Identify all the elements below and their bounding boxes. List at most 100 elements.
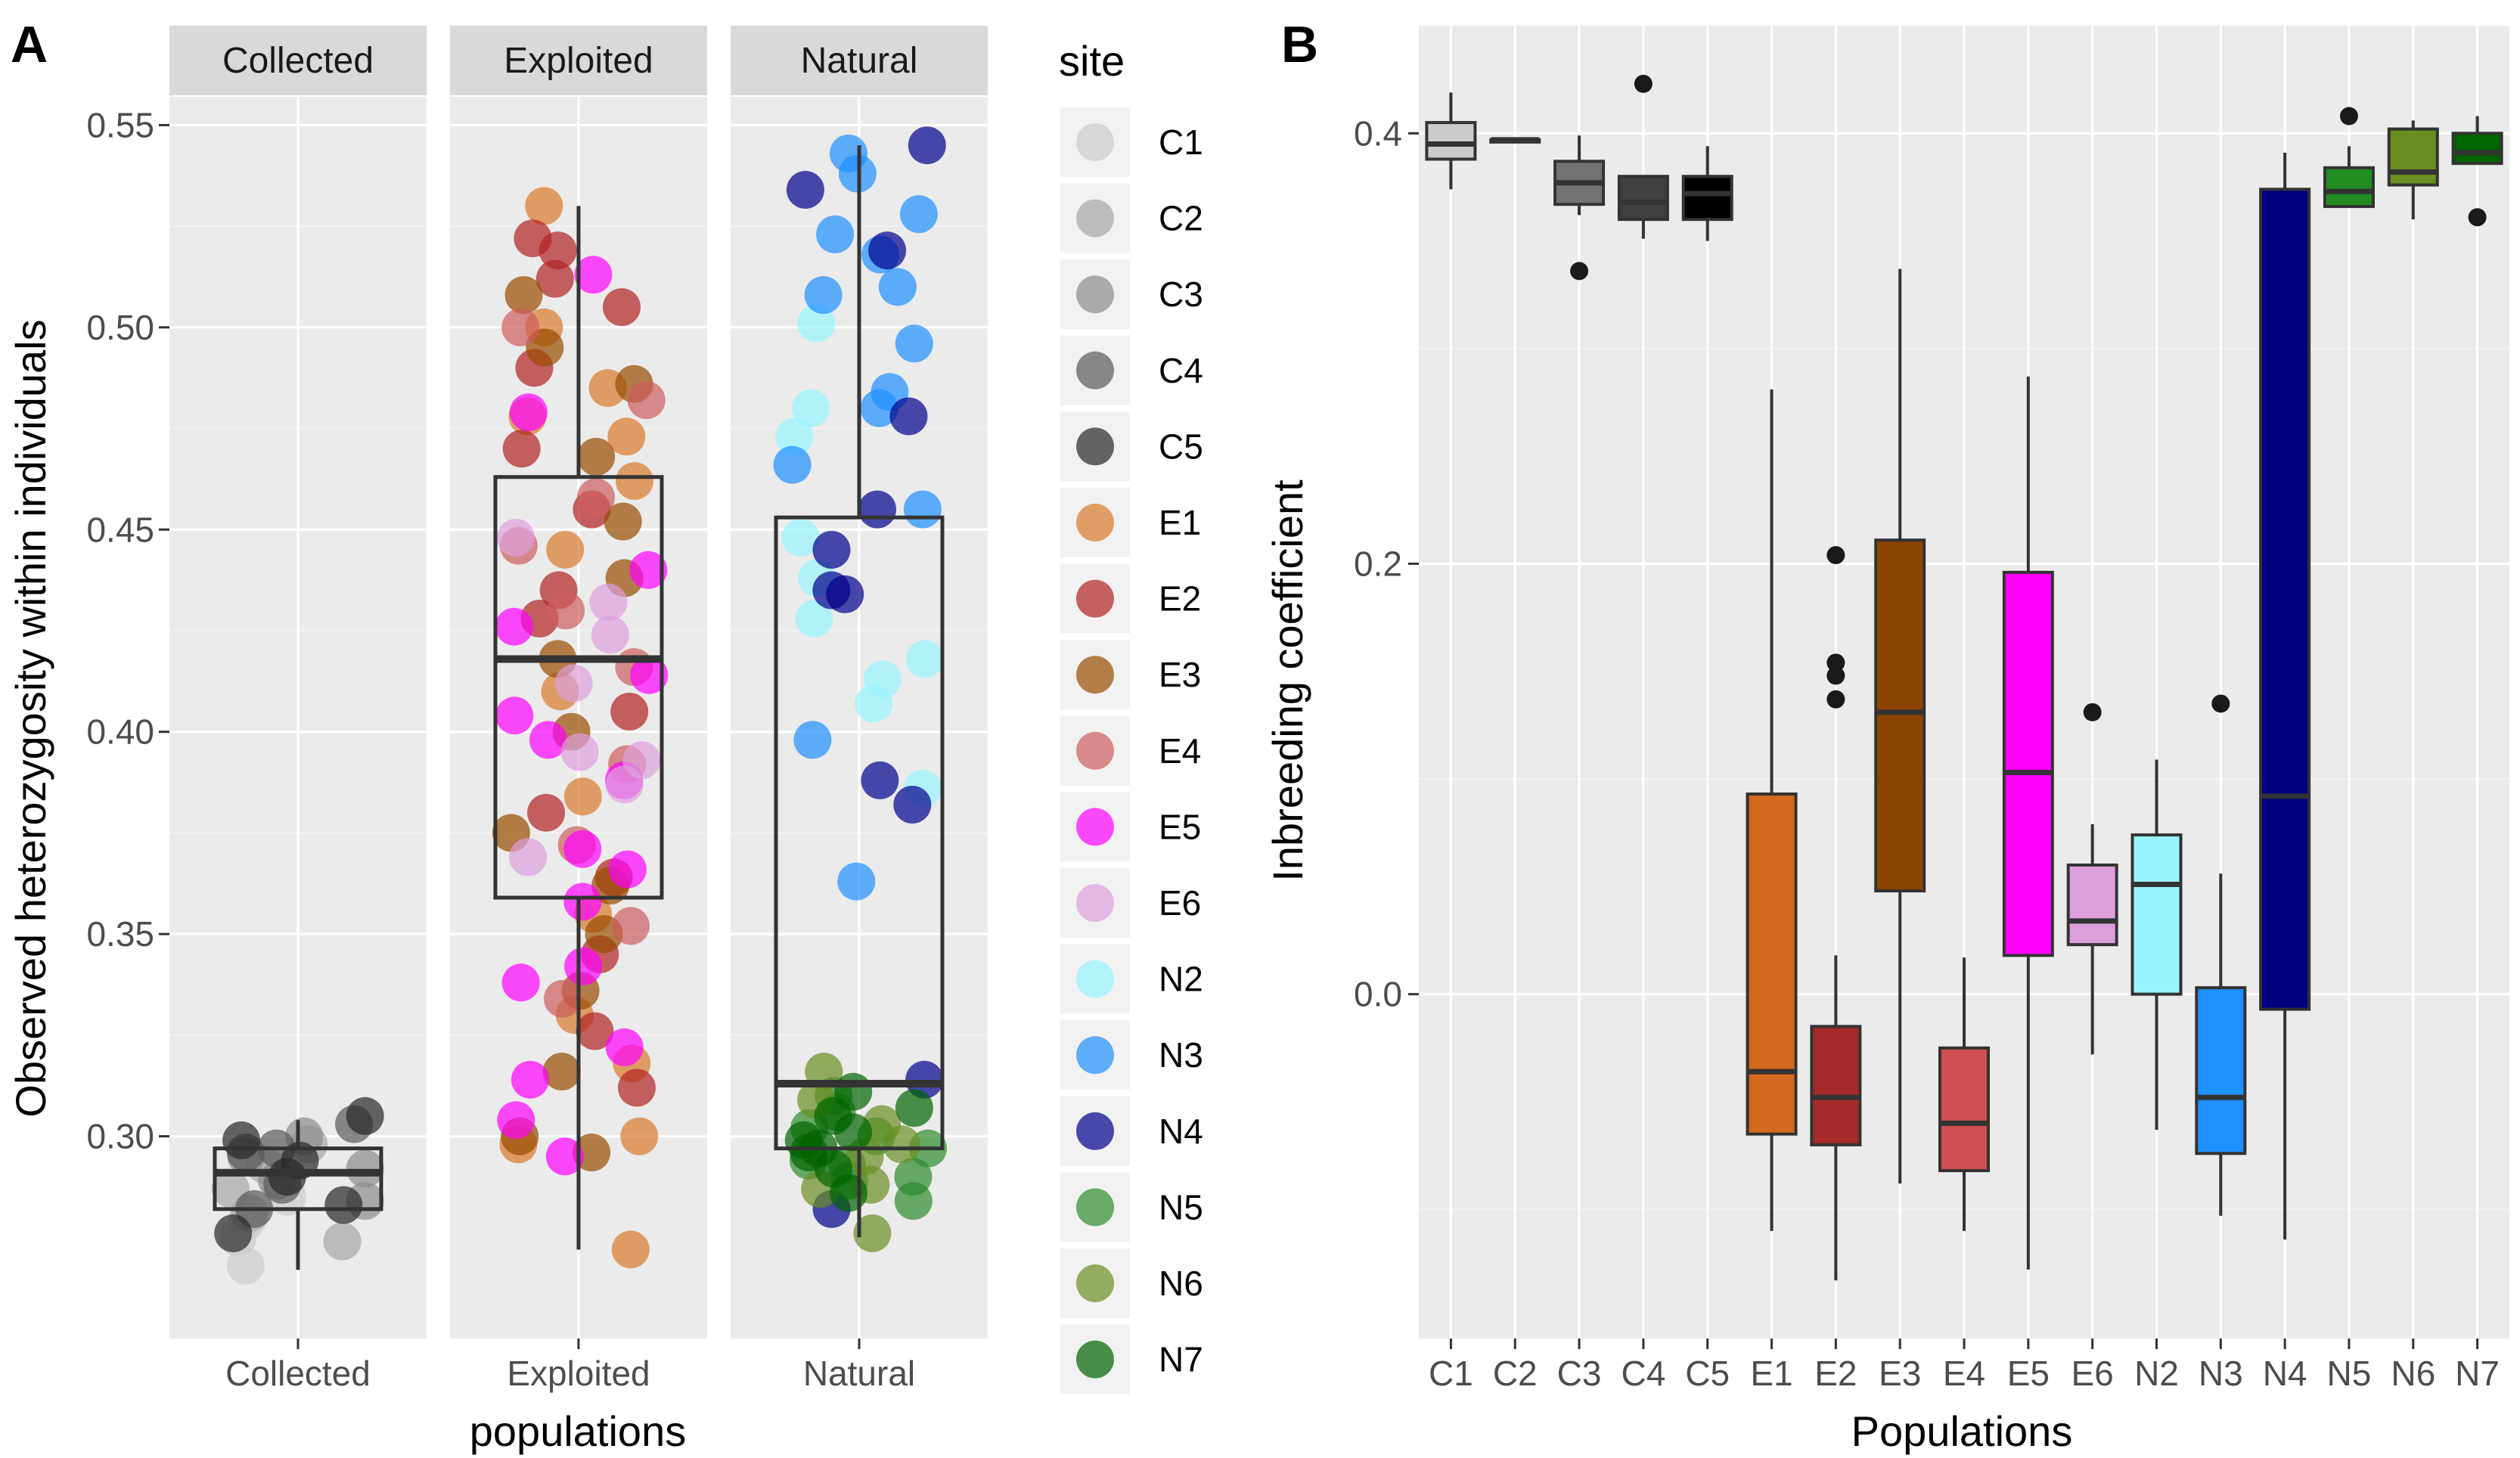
data-point bbox=[495, 607, 533, 646]
data-point bbox=[501, 308, 540, 346]
facet-strip-label: Exploited bbox=[504, 41, 653, 81]
legend-label: E4 bbox=[1159, 731, 1201, 771]
panel-a-facets: Collected Collected Exploited Exploited Natu… bbox=[169, 26, 988, 1393]
box-N3 bbox=[2195, 694, 2247, 1216]
y-tick-label: 0.50 bbox=[86, 308, 154, 347]
legend-item-E2: E2 bbox=[1060, 563, 1201, 634]
facet-strip bbox=[169, 26, 427, 95]
panel-b-tag: B bbox=[1281, 16, 1318, 73]
data-point bbox=[589, 583, 628, 622]
legend-item-N5: N5 bbox=[1060, 1172, 1203, 1242]
panel-b-y-axis-title: Inbreeding coefficient bbox=[1264, 479, 1311, 882]
data-point bbox=[781, 519, 820, 557]
legend-key-swatch bbox=[1076, 351, 1114, 389]
legend-key-swatch bbox=[1076, 275, 1114, 314]
box-E5 bbox=[2002, 376, 2054, 1270]
data-point bbox=[627, 381, 666, 420]
series-E6 bbox=[497, 519, 661, 876]
facet-strip bbox=[450, 26, 707, 95]
legend-item-E3: E3 bbox=[1060, 640, 1201, 710]
data-point bbox=[893, 786, 932, 824]
data-point bbox=[616, 462, 653, 501]
data-point bbox=[611, 1230, 650, 1269]
box-iqr bbox=[2195, 986, 2247, 1156]
series-N4 bbox=[786, 126, 946, 1228]
data-point bbox=[797, 304, 836, 343]
facet-strip-label: Collected bbox=[222, 41, 374, 81]
data-point bbox=[629, 551, 668, 589]
facet-strip-label: Natural bbox=[801, 41, 918, 81]
legend-key-swatch bbox=[1076, 1340, 1114, 1379]
data-point bbox=[804, 276, 843, 315]
x-tick-label: Collected bbox=[225, 1354, 371, 1393]
panel-b-boxes bbox=[1425, 74, 2503, 1281]
legend-label: N6 bbox=[1159, 1264, 1203, 1303]
panel-a-legend: site C1 C2 C3 C4 C5 E1 E2 E3 E4 E5 E6 N2 N3 N4 N5 N6 N7 bbox=[1059, 37, 1203, 1394]
y-tick-label: 0.35 bbox=[86, 914, 154, 954]
outlier-point bbox=[1826, 653, 1845, 672]
legend-label: N5 bbox=[1159, 1187, 1203, 1227]
data-point bbox=[878, 268, 917, 306]
box-E2 bbox=[1810, 546, 1862, 1281]
y-tick-label: 0.30 bbox=[86, 1117, 154, 1156]
facet-exploited: Exploited Exploited bbox=[450, 26, 707, 1393]
boxplot bbox=[213, 1120, 383, 1270]
outlier-point bbox=[1826, 546, 1845, 565]
x-tick-label: N5 bbox=[2327, 1354, 2372, 1393]
legend-key-swatch bbox=[1076, 427, 1114, 466]
box-iqr bbox=[774, 515, 945, 1151]
panel-b-x-axis-title: Populations bbox=[1851, 1407, 2073, 1455]
legend-label: E6 bbox=[1159, 883, 1201, 923]
data-point bbox=[608, 850, 647, 889]
data-point bbox=[604, 502, 642, 541]
legend-label: N4 bbox=[1159, 1112, 1203, 1151]
data-point bbox=[346, 1097, 384, 1135]
outlier-point bbox=[2468, 208, 2487, 227]
legend-key-swatch bbox=[1076, 1036, 1114, 1075]
legend-label: E2 bbox=[1159, 579, 1201, 619]
box-iqr bbox=[2259, 188, 2311, 1011]
data-point bbox=[860, 389, 898, 427]
data-point bbox=[773, 445, 812, 484]
data-point bbox=[222, 1121, 261, 1159]
facet-strip bbox=[731, 26, 988, 95]
box-iqr bbox=[1681, 175, 1733, 222]
data-point bbox=[554, 664, 593, 703]
box-N6 bbox=[2387, 120, 2439, 220]
x-tick-label: N4 bbox=[2263, 1354, 2307, 1393]
data-point bbox=[786, 171, 824, 209]
data-point bbox=[535, 259, 574, 298]
boxplot bbox=[493, 206, 664, 1250]
series-E5 bbox=[495, 256, 669, 1176]
data-point bbox=[908, 126, 946, 165]
box-iqr bbox=[2131, 833, 2183, 996]
x-tick-label: N6 bbox=[2391, 1354, 2435, 1393]
data-point bbox=[497, 519, 535, 557]
legend-item-C2: C2 bbox=[1060, 183, 1203, 253]
box-iqr bbox=[1874, 538, 1926, 893]
legend-label: C3 bbox=[1159, 275, 1203, 314]
data-point bbox=[861, 761, 899, 799]
box-iqr bbox=[213, 1146, 383, 1211]
panel-a-tag: A bbox=[11, 16, 48, 73]
data-point bbox=[346, 1149, 384, 1188]
data-point bbox=[903, 490, 942, 529]
data-point bbox=[574, 256, 613, 294]
box-N2 bbox=[2131, 759, 2183, 1130]
boxplot bbox=[774, 145, 945, 1238]
x-tick-label: C2 bbox=[1493, 1354, 1538, 1393]
legend-key-swatch bbox=[1076, 656, 1114, 694]
data-point bbox=[889, 397, 928, 436]
legend-item-N7: N7 bbox=[1060, 1324, 1203, 1394]
x-tick-label: C3 bbox=[1557, 1354, 1602, 1393]
x-tick-label: Natural bbox=[803, 1354, 915, 1393]
data-point bbox=[577, 438, 616, 476]
panel-b: B Inbreeding coefficient Populations 0.0… bbox=[1264, 16, 2509, 1455]
panel-a-x-axis-title: populations bbox=[470, 1407, 686, 1455]
data-point bbox=[868, 231, 907, 270]
legend-key-swatch bbox=[1076, 1264, 1114, 1302]
data-point bbox=[605, 1028, 644, 1066]
box-C5 bbox=[1681, 146, 1733, 241]
data-point bbox=[563, 883, 602, 921]
